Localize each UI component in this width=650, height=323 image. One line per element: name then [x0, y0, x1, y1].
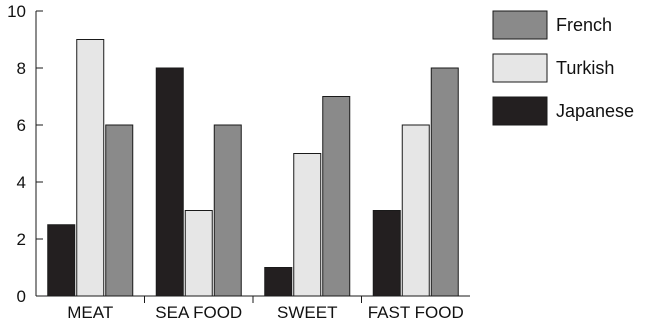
x-axis: MEAT SEA FOOD SWEET FAST FOOD	[36, 295, 470, 322]
legend-swatch-turkish	[492, 53, 548, 83]
y-tick-label: 10	[7, 2, 26, 21]
x-category-label: SEA FOOD	[155, 303, 242, 322]
legend-label-turkish: Turkish	[556, 58, 614, 78]
x-category-label: FAST FOOD	[368, 303, 464, 322]
bar-japanese-sweet	[264, 267, 293, 297]
bar-turkish-sea-food	[184, 210, 213, 297]
y-axis: 0 2 4 6 8 10	[7, 2, 43, 306]
bar-french-fast-food	[430, 67, 459, 297]
bar-japanese-sea-food	[155, 67, 184, 297]
legend: French Turkish Japanese	[492, 10, 634, 126]
bar-french-sweet	[322, 96, 351, 297]
x-category-label: SWEET	[277, 303, 337, 322]
bar-french-sea-food	[213, 124, 242, 297]
legend-label-french: French	[556, 15, 612, 35]
y-tick-label: 6	[17, 116, 26, 135]
y-tick-label: 4	[17, 173, 26, 192]
bar-turkish-sweet	[293, 153, 322, 297]
bar-japanese-fast-food	[372, 210, 401, 297]
legend-swatch-japanese	[492, 96, 548, 126]
bar-turkish-meat	[76, 39, 105, 297]
y-tick-label: 2	[17, 230, 26, 249]
bars	[47, 39, 459, 297]
bar-japanese-meat	[47, 224, 76, 297]
legend-label-japanese: Japanese	[556, 101, 634, 121]
legend-swatch-french	[492, 10, 548, 40]
y-tick-label: 8	[17, 59, 26, 78]
y-tick-label: 0	[17, 287, 26, 306]
bar-french-meat	[105, 124, 134, 297]
x-category-label: MEAT	[67, 303, 113, 322]
bar-turkish-fast-food	[401, 124, 430, 297]
